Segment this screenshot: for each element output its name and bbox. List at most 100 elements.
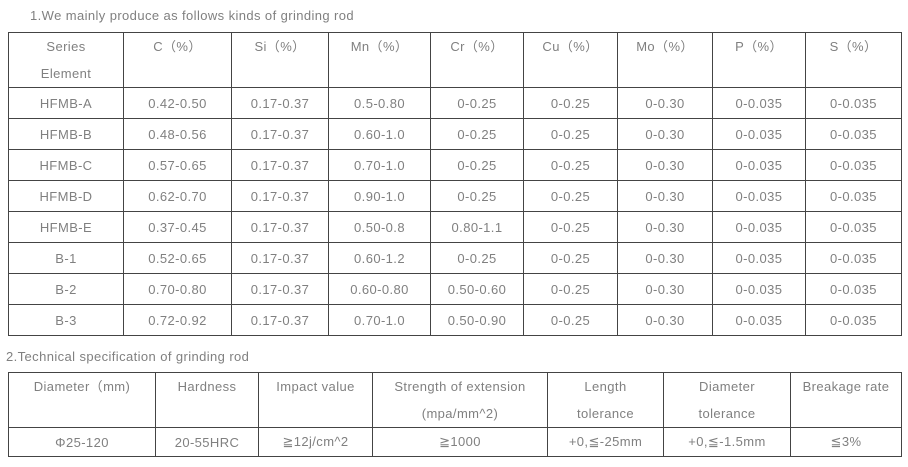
column-header: Breakage rate — [790, 372, 902, 428]
table-cell: +0,≦-25mm — [547, 427, 664, 457]
section2-title: 2.Technical specification of grinding ro… — [6, 349, 250, 364]
column-header-line — [330, 60, 430, 87]
column-header-line — [792, 400, 901, 427]
table-cell: 0.57-0.65 — [123, 149, 232, 181]
table-cell: 0-0.25 — [430, 149, 524, 181]
table-row: B-2 0.70-0.80 0.17-0.37 0.60-0.80 0.50-0.60 0… — [8, 273, 902, 305]
column-header: Mo（%） — [617, 32, 713, 88]
table-cell: 0.42-0.50 — [123, 87, 232, 119]
table-cell: 0-0.035 — [712, 149, 806, 181]
table-cell: 0-0.30 — [617, 242, 713, 274]
table-cell: 0-0.25 — [523, 149, 618, 181]
table-cell: HFMB-C — [8, 149, 124, 181]
column-header-line: Cu（%） — [542, 39, 599, 54]
table-cell: 0.70-0.80 — [123, 273, 232, 305]
table-cell: 0-0.035 — [805, 242, 902, 274]
table-cell: 0-0.035 — [805, 118, 902, 150]
column-header-line: P（%） — [735, 39, 783, 54]
table-cell: 0.17-0.37 — [231, 87, 329, 119]
table-cell: 0.5-0.80 — [328, 87, 431, 119]
table-cell: 0-0.25 — [523, 242, 618, 274]
table-cell: 0-0.25 — [430, 242, 524, 274]
table-cell: 0-0.25 — [523, 211, 618, 243]
table-cell: 0-0.25 — [430, 87, 524, 119]
column-header-line: S（%） — [829, 39, 878, 54]
table-cell: HFMB-B — [8, 118, 124, 150]
table-cell: 0-0.25 — [523, 180, 618, 212]
page: 1.We mainly produce as follows kinds of … — [0, 8, 908, 457]
column-header: Strength of extension (mpa/mm^2) — [372, 372, 548, 428]
column-header: Hardness — [155, 372, 259, 428]
table-cell: 0.17-0.37 — [231, 242, 329, 274]
table-row: HFMB-E 0.37-0.45 0.17-0.37 0.50-0.8 0.80-1.1… — [8, 211, 902, 243]
table-cell: 0.37-0.45 — [123, 211, 232, 243]
technical-spec-table: Diameter（mm) Hardness Impact value Strength… — [8, 372, 902, 457]
table-cell: 0-0.035 — [712, 87, 806, 119]
table-cell: 0-0.035 — [712, 180, 806, 212]
column-header-line: Diameter — [699, 379, 755, 394]
table-row: HFMB-D 0.62-0.70 0.17-0.37 0.90-1.0 0-0.25 0-… — [8, 180, 902, 212]
table-cell: 0-0.25 — [430, 118, 524, 150]
table-cell: Φ25-120 — [8, 427, 156, 457]
column-header-line — [714, 60, 805, 87]
table-row: B-1 0.52-0.65 0.17-0.37 0.60-1.2 0-0.25 0-0.2… — [8, 242, 902, 274]
table-cell: 0.17-0.37 — [231, 304, 329, 336]
table-cell: 0-0.035 — [712, 118, 806, 150]
composition-table-body: HFMB-A 0.42-0.50 0.17-0.37 0.5-0.80 0-0.25 0-… — [8, 87, 902, 336]
column-header: Impact value — [258, 372, 373, 428]
column-header-line — [260, 400, 372, 427]
table-cell: 0.62-0.70 — [123, 180, 232, 212]
table-cell: 0-0.035 — [712, 211, 806, 243]
table-cell: HFMB-E — [8, 211, 124, 243]
composition-table-header: Series Element C（%） Si（%） Mn（%） Cr（%） Cu（%） Mo（… — [8, 32, 902, 88]
column-header-line: tolerance — [576, 406, 635, 421]
column-header: Diameter（mm) — [8, 372, 156, 428]
column-header-line — [432, 60, 523, 87]
table-cell: 0-0.30 — [617, 304, 713, 336]
column-header-line — [125, 60, 231, 87]
table-cell: 0-0.035 — [712, 273, 806, 305]
spec-table-header: Diameter（mm) Hardness Impact value Strength… — [8, 372, 902, 428]
column-header: S（%） — [805, 32, 902, 88]
table-cell: B-2 — [8, 273, 124, 305]
column-header-line: Diameter（mm) — [33, 379, 131, 394]
table-cell: 0.17-0.37 — [231, 118, 329, 150]
column-header-line: Si（%） — [254, 39, 306, 54]
table-cell: 0.60-0.80 — [328, 273, 431, 305]
table-cell: 0.17-0.37 — [231, 211, 329, 243]
table-cell: 0.80-1.1 — [430, 211, 524, 243]
table-cell: 0-0.30 — [617, 180, 713, 212]
table-row: HFMB-A 0.42-0.50 0.17-0.37 0.5-0.80 0-0.25 0-… — [8, 87, 902, 119]
column-header-line: Mn（%） — [350, 39, 409, 54]
column-header-line: Mo（%） — [636, 39, 694, 54]
table-cell: 0-0.035 — [805, 149, 902, 181]
table-cell: 0.60-1.0 — [328, 118, 431, 150]
table-cell: 0.50-0.90 — [430, 304, 524, 336]
column-header: P（%） — [712, 32, 806, 88]
table-cell: ≧1000 — [372, 427, 548, 457]
table-cell: 0.17-0.37 — [231, 273, 329, 305]
table-cell: ≦3% — [790, 427, 902, 457]
column-header: Mn（%） — [328, 32, 431, 88]
table-row: HFMB-C 0.57-0.65 0.17-0.37 0.70-1.0 0-0.25 0-… — [8, 149, 902, 181]
column-header-line — [525, 60, 617, 87]
table-cell: B-3 — [8, 304, 124, 336]
column-header-line — [157, 400, 258, 427]
column-header-line: Breakage rate — [802, 379, 890, 394]
table-cell: 0-0.30 — [617, 273, 713, 305]
table-cell: 0.50-0.60 — [430, 273, 524, 305]
table-cell: B-1 — [8, 242, 124, 274]
column-header-line — [10, 400, 155, 427]
table-cell: 0-0.30 — [617, 118, 713, 150]
column-header-line — [807, 60, 901, 87]
column-header: C（%） — [123, 32, 232, 88]
column-header: Cu（%） — [523, 32, 618, 88]
table-cell: 0-0.035 — [805, 304, 902, 336]
table-cell: 0.48-0.56 — [123, 118, 232, 150]
column-header: Length tolerance — [547, 372, 664, 428]
column-header-line: tolerance — [698, 406, 756, 421]
table-cell: 0.52-0.65 — [123, 242, 232, 274]
column-header-line: C（%） — [153, 39, 202, 54]
table-cell: 0-0.035 — [805, 87, 902, 119]
table-cell: 0-0.25 — [523, 118, 618, 150]
